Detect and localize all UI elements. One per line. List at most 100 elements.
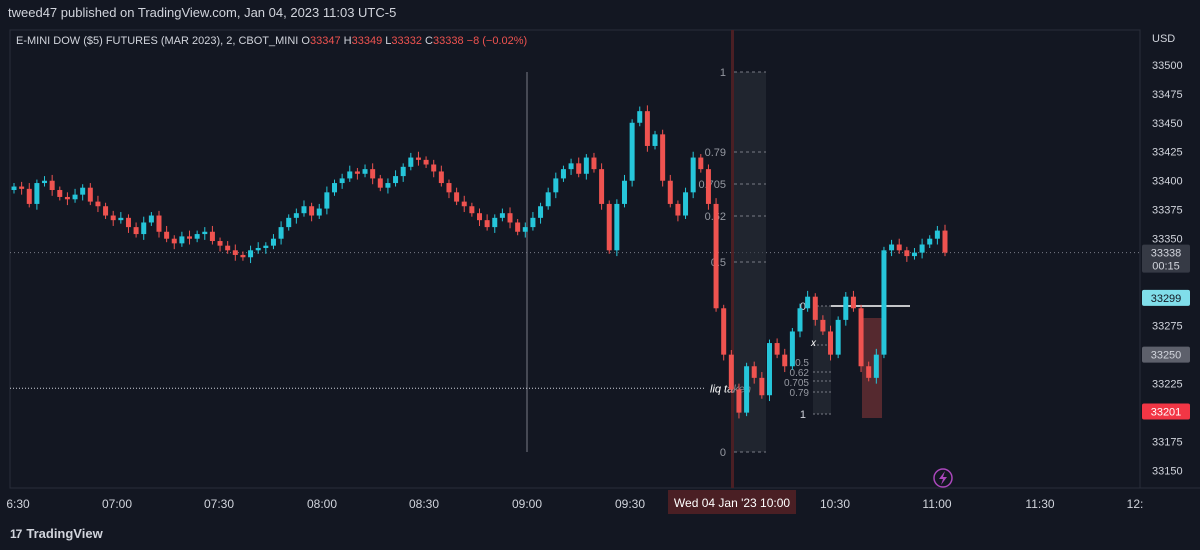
candle-body — [339, 178, 345, 184]
y-tick-label: 33225 — [1152, 379, 1183, 391]
currency-label: USD — [1152, 33, 1175, 45]
candle-body — [904, 250, 910, 257]
candle-body — [248, 250, 254, 258]
candle-body — [469, 206, 475, 214]
y-tick-label: 33475 — [1152, 89, 1183, 101]
candle-body — [202, 231, 208, 235]
candle-body — [255, 247, 261, 251]
candle-body — [553, 178, 559, 193]
candle-body — [843, 296, 849, 320]
candle-body — [721, 308, 727, 355]
y-tick-label: 33425 — [1152, 147, 1183, 159]
candle-body — [156, 215, 162, 232]
x-tick-label: 11:00 — [922, 497, 951, 511]
candle-body — [744, 366, 750, 413]
candle-body — [332, 183, 338, 193]
plot-area — [9, 29, 1141, 489]
y-tick-label: 33450 — [1152, 118, 1183, 130]
candle-body — [42, 180, 48, 184]
price-tag — [1142, 289, 1190, 306]
candle-body — [858, 308, 864, 367]
price-tag — [1142, 244, 1190, 273]
candle-body — [19, 186, 25, 189]
candle-body — [118, 217, 124, 221]
price-tag — [1142, 403, 1190, 420]
candle-body — [454, 192, 460, 202]
candle-body — [217, 241, 223, 246]
candle-body — [637, 111, 643, 123]
crosshair-band — [731, 30, 734, 488]
candle-body — [805, 296, 811, 309]
candle-body — [26, 188, 32, 204]
alert-bolt-glyph — [939, 471, 947, 485]
candle-body — [583, 157, 589, 174]
candle-body — [683, 192, 689, 216]
small-fib-label: 1 — [800, 409, 806, 421]
tradingview-logo-icon: 17 — [10, 526, 22, 541]
candle-body — [667, 180, 673, 204]
candle-body — [103, 206, 109, 216]
candle-body — [324, 192, 330, 209]
candle-body — [80, 187, 86, 195]
candle-body — [301, 206, 307, 214]
candle-body — [576, 163, 582, 174]
y-tick-label: 33400 — [1152, 176, 1183, 188]
candle-body — [362, 169, 368, 174]
low-value: 33332 — [391, 35, 425, 47]
candle-body — [736, 389, 742, 413]
candle-body — [64, 196, 70, 200]
candle-body — [713, 203, 719, 309]
candle-body — [507, 213, 513, 223]
candle-body — [148, 215, 154, 223]
candle-body — [629, 122, 635, 181]
candle-body — [225, 245, 231, 251]
x-mark: x — [810, 338, 817, 349]
x-tick-label: 07:30 — [204, 497, 234, 511]
price-tag — [1142, 346, 1190, 363]
close-value: 33338 — [433, 35, 467, 47]
candle-body — [782, 354, 788, 367]
candle-body — [293, 213, 299, 218]
candle-body — [270, 238, 276, 246]
y-tick-label: 33150 — [1152, 466, 1183, 478]
y-tick-label: 33375 — [1152, 205, 1183, 217]
open-label: O — [301, 35, 310, 47]
candle-body — [484, 220, 490, 228]
candle-body — [606, 203, 612, 251]
candle-body — [919, 244, 925, 253]
tradingview-logo[interactable]: 17 TradingView — [10, 526, 103, 541]
symbol-line: E-MINI DOW ($5) FUTURES (MAR 2023), 2, C… — [16, 35, 527, 47]
x-tick-label: 08:30 — [409, 497, 439, 511]
candle-body — [415, 157, 421, 160]
x-tick-label: 11:30 — [1025, 497, 1054, 511]
open-value: 33347 — [310, 35, 344, 47]
candle-body — [751, 366, 757, 378]
candle-body — [240, 254, 246, 258]
high-label: H — [344, 35, 352, 47]
x-tick-label: 08:00 — [307, 497, 337, 511]
y-tick-label: 33350 — [1152, 234, 1183, 246]
y-tick-label: 33175 — [1152, 437, 1183, 449]
high-value: 33349 — [352, 35, 386, 47]
candle-body — [835, 319, 841, 355]
candle-body — [95, 201, 101, 207]
candle-body — [34, 183, 40, 204]
fib-level-label: 1 — [720, 67, 726, 79]
x-tick-label: 6:30 — [6, 497, 30, 511]
price-tag-label: 33201 — [1151, 406, 1182, 418]
candle-body — [812, 296, 818, 320]
x-tick-label: 12: — [1127, 497, 1144, 511]
candle-body — [385, 183, 391, 188]
candle-body — [820, 319, 826, 332]
y-tick-label: 33500 — [1152, 60, 1183, 72]
candle-body — [179, 236, 185, 244]
low-label: L — [385, 35, 391, 47]
candle-body — [431, 164, 437, 172]
small-fib-label: 0.62 — [790, 368, 810, 379]
candle-body — [347, 171, 353, 179]
candle-body — [866, 366, 872, 378]
candle-body — [927, 238, 933, 245]
candle-body — [72, 194, 78, 200]
candle-body — [263, 245, 269, 248]
